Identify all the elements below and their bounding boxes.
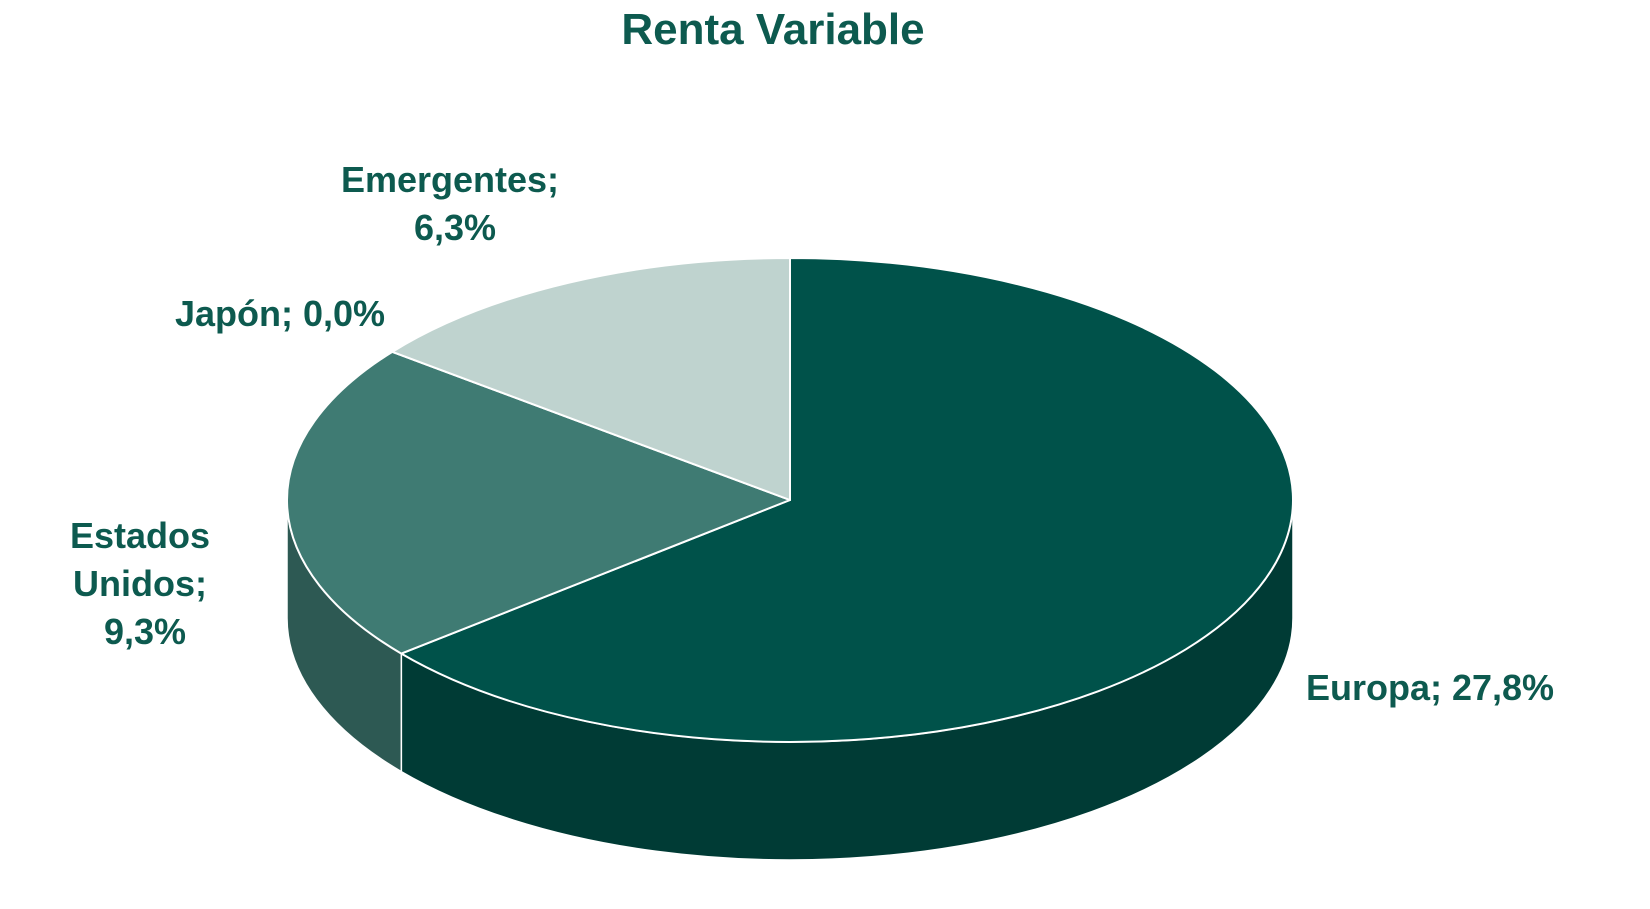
value-label: 27,8% xyxy=(1451,667,1555,708)
category-name: Emergentes xyxy=(340,159,548,200)
category-name: Estados Unidos xyxy=(69,515,211,604)
chart-title: Renta Variable xyxy=(621,5,925,54)
label-name-group: Estados Unidos; xyxy=(0,512,280,608)
value-label: 6,3% xyxy=(413,207,497,248)
data-label: Estados Unidos;9,3% xyxy=(0,512,280,656)
category-name: Japón xyxy=(174,293,281,334)
data-label: Europa; 27,8% xyxy=(1270,664,1590,712)
label-name-group: Japón; xyxy=(175,290,293,338)
label-separator: ; xyxy=(195,563,207,604)
label-separator: ; xyxy=(280,293,293,334)
category-name: Europa xyxy=(1305,667,1430,708)
label-name-group: Europa; xyxy=(1306,664,1442,712)
label-separator: ; xyxy=(1429,667,1442,708)
slice xyxy=(286,350,791,655)
value-label: 9,3% xyxy=(103,611,187,652)
label-separator: ; xyxy=(547,159,560,200)
slice-tops xyxy=(286,257,1294,743)
slice xyxy=(391,257,791,501)
slice xyxy=(400,257,1294,743)
value-label: 0,0% xyxy=(302,293,386,334)
label-name-group: Emergentes; xyxy=(341,156,559,204)
data-label: Emergentes;6,3% xyxy=(300,156,600,252)
data-label: Japón; 0,0% xyxy=(130,290,430,338)
